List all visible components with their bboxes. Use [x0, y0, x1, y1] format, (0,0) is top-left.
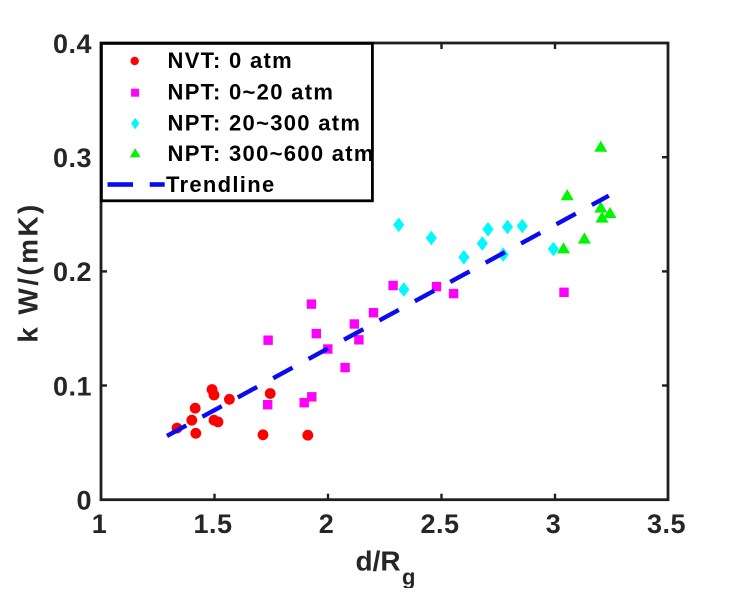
svg-text:d/R: d/R: [356, 546, 401, 577]
svg-text:2: 2: [319, 509, 335, 539]
svg-text:g: g: [402, 565, 415, 589]
svg-text:0.3: 0.3: [53, 143, 92, 173]
svg-text:1.5: 1.5: [193, 509, 232, 539]
svg-text:NPT: 0~20 atm: NPT: 0~20 atm: [168, 80, 335, 105]
svg-text:NPT: 300~600 atm: NPT: 300~600 atm: [168, 141, 375, 166]
svg-text:Trendline: Trendline: [166, 172, 276, 197]
svg-text:NVT: 0 atm: NVT: 0 atm: [168, 48, 293, 73]
svg-text:3.5: 3.5: [647, 509, 686, 539]
svg-text:0.4: 0.4: [53, 29, 92, 59]
svg-text:0: 0: [76, 486, 92, 516]
svg-text:3: 3: [546, 509, 562, 539]
svg-text:k W/(mK): k W/(mK): [13, 202, 44, 343]
svg-text:NPT: 20~300 atm: NPT: 20~300 atm: [168, 110, 362, 135]
svg-text:1: 1: [92, 509, 108, 539]
svg-text:2.5: 2.5: [420, 509, 459, 539]
svg-text:0.1: 0.1: [53, 371, 92, 401]
svg-text:0.2: 0.2: [53, 257, 92, 287]
